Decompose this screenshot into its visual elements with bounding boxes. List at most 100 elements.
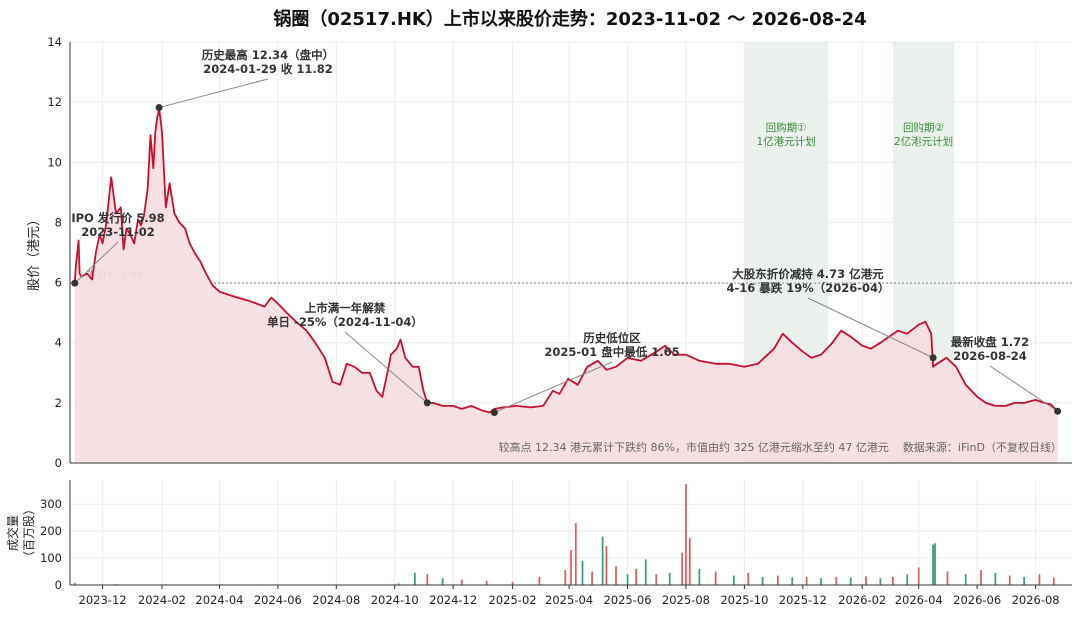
- x-tick-label: 2023-12: [79, 593, 127, 607]
- volume-y-tick-label: 200: [40, 524, 62, 538]
- annotation-leader-line: [807, 297, 934, 359]
- volume-bar: [964, 574, 967, 585]
- annotation-marker: [1054, 407, 1062, 415]
- volume-bar: [1008, 575, 1011, 585]
- annotation-marker: [155, 104, 163, 112]
- volume-bar: [426, 574, 429, 585]
- volume-bar: [485, 580, 488, 585]
- price-y-tick-label: 0: [55, 456, 62, 470]
- volume-bar: [574, 523, 577, 585]
- volume-bar: [570, 550, 572, 585]
- annotation-label: 上市满一年解禁: [305, 301, 386, 315]
- volume-y-tick-label: 100: [40, 551, 62, 565]
- x-tick-label: 2026-06: [953, 593, 1001, 607]
- x-tick-label: 2024-06: [254, 593, 302, 607]
- annotation-label: 2024-01-29 收 11.82: [203, 62, 332, 76]
- price-y-tick-label: 2: [55, 396, 62, 410]
- volume-y-tick-label: 0: [55, 578, 62, 592]
- volume-bar: [441, 578, 444, 585]
- volume-bar: [980, 570, 982, 585]
- volume-bar: [849, 577, 852, 585]
- volume-bar: [581, 560, 584, 585]
- volume-bar: [805, 576, 808, 585]
- volume-bar: [685, 484, 687, 585]
- annotation-label: 单日 -25%（2024-11-04）: [267, 315, 423, 329]
- volume-axis-label-line-1: 成交量: [5, 515, 20, 551]
- annotation-label: 历史最高 12.34（盘中）: [202, 48, 334, 62]
- volume-bar: [413, 572, 416, 585]
- price-y-tick-label: 6: [55, 276, 62, 290]
- x-tick-label: 2026-02: [838, 593, 886, 607]
- x-tick-label: 2024-10: [371, 593, 419, 607]
- annotation-marker: [929, 354, 937, 362]
- annotation-marker: [423, 399, 431, 407]
- volume-bar: [714, 571, 717, 585]
- annotation-leader-line: [158, 78, 269, 109]
- volume-bar: [934, 543, 936, 585]
- x-tick-label: 2024-04: [195, 593, 243, 607]
- annotation-label: IPO 发行价 5.98: [71, 211, 164, 225]
- volume-bar: [791, 577, 794, 585]
- price-y-tick-label: 10: [47, 155, 62, 169]
- price-area-fill: [74, 107, 1058, 463]
- annotation-label: 4-16 暴跌 19%（2026-04）: [726, 281, 889, 295]
- volume-bar: [460, 579, 463, 585]
- x-tick-label: 2025-04: [545, 593, 593, 607]
- volume-bar: [879, 578, 882, 585]
- volume-bar: [73, 582, 76, 585]
- annotation-marker: [71, 279, 79, 287]
- price-line: [73, 106, 1059, 414]
- annotation-label: 历史低位区: [583, 331, 641, 345]
- x-tick-label: 2026-08: [1012, 593, 1060, 607]
- chart-title: 锅圈（02517.HK）上市以来股价走势：2023-11-02 ～ 2026-0…: [273, 8, 866, 30]
- x-tick-label: 2024-08: [312, 593, 360, 607]
- annotation-leader-line: [74, 241, 119, 284]
- volume-bar: [698, 568, 701, 585]
- volume-bar: [626, 574, 629, 585]
- annotation-leader-line: [494, 361, 613, 413]
- price-y-tick-label: 8: [55, 215, 62, 229]
- volume-bar: [865, 576, 867, 585]
- volume-axis-label-line-2: （百万股）: [22, 503, 36, 563]
- volume-bar: [777, 575, 779, 585]
- price-y-tick-label: 4: [55, 336, 62, 350]
- volume-bar: [994, 572, 997, 585]
- x-tick-label: 2025-12: [779, 593, 827, 607]
- volume-bar: [688, 537, 691, 585]
- volume-bar: [644, 559, 647, 585]
- annotation-label: 2025-01 盘中最低 1.65: [544, 345, 679, 359]
- price-y-tick-label: 14: [47, 35, 62, 49]
- volume-bar: [655, 574, 658, 585]
- volume-bar: [538, 576, 541, 585]
- volume-bar: [891, 576, 894, 585]
- volume-bar: [747, 572, 750, 585]
- buyback-period-label: 2亿港元计划: [894, 135, 953, 148]
- footnote: 较高点 12.34 港元累计下跌约 86%，市值由约 325 亿港元缩水至约 4…: [499, 440, 1062, 454]
- price-panel: 回购期①1亿港元计划回购期②2亿港元计划02468101214发行价 5.98I…: [47, 35, 1072, 470]
- volume-bar: [564, 570, 567, 585]
- annotation-label: 2026-08-24: [953, 349, 1027, 363]
- volume-bar: [761, 576, 764, 585]
- annotation-leader-line: [344, 331, 428, 404]
- volume-bar: [635, 568, 638, 585]
- volume-bar: [605, 545, 608, 585]
- annotation-label: 2023-11-02: [81, 225, 155, 239]
- buyback-period-label: 回购期①: [766, 121, 807, 134]
- volume-bar: [591, 571, 593, 585]
- x-tick-label: 2024-12: [429, 593, 477, 607]
- volume-y-tick-label: 300: [40, 497, 62, 511]
- volume-bar: [932, 544, 934, 585]
- x-tick-label: 2025-06: [603, 593, 651, 607]
- x-tick-label: 2026-04: [895, 593, 943, 607]
- volume-panel: 2023-12 2024-02 2024-04 2024-06 2024-08 2024-…: [40, 480, 1072, 607]
- volume-bar: [917, 567, 920, 585]
- annotation-leader-line: [989, 365, 1058, 412]
- volume-bar: [397, 583, 400, 585]
- volume-bar: [1023, 576, 1026, 585]
- volume-bar: [668, 572, 671, 585]
- x-tick-label: 2025-02: [489, 593, 537, 607]
- price-y-tick-label: 12: [47, 95, 62, 109]
- price-axis-label: 股价（港元）: [27, 213, 42, 291]
